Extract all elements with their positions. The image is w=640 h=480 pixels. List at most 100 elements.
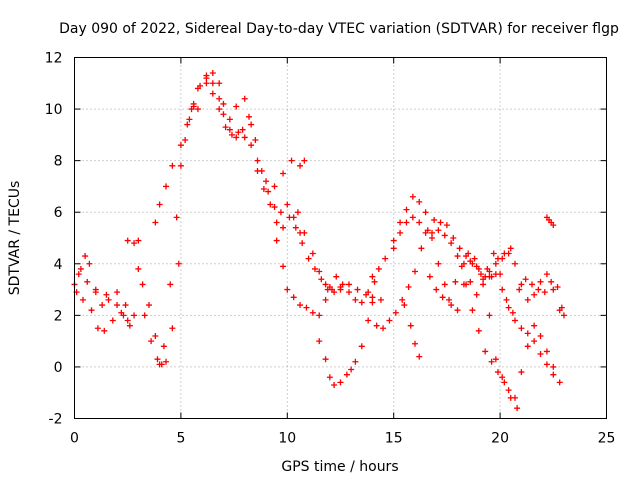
plot-frame (74, 57, 607, 419)
data-point (448, 302, 455, 309)
data-point (443, 222, 450, 229)
data-point (177, 142, 184, 149)
series-track-q (463, 281, 521, 412)
data-point (318, 276, 325, 283)
data-point (537, 351, 544, 358)
data-point (260, 186, 267, 193)
data-point (241, 134, 248, 141)
data-point (154, 356, 161, 363)
y-tick-label: 12 (45, 51, 63, 67)
data-point (152, 332, 159, 339)
data-point (448, 240, 455, 247)
data-point (84, 278, 91, 285)
data-point (209, 90, 216, 97)
data-point (458, 263, 465, 270)
data-point (354, 286, 361, 293)
data-point (454, 307, 461, 314)
data-point (233, 103, 240, 110)
data-point (365, 289, 372, 296)
data-point (267, 201, 274, 208)
data-point (399, 296, 406, 303)
data-point (118, 309, 125, 316)
data-point (273, 237, 280, 244)
data-point (299, 240, 306, 247)
data-point (163, 183, 170, 190)
data-point (156, 201, 163, 208)
data-point (437, 219, 444, 226)
data-point (454, 253, 461, 260)
series-track-a (71, 253, 133, 329)
data-point (543, 348, 550, 355)
data-point (531, 322, 538, 329)
data-point (326, 374, 333, 381)
data-point (94, 325, 101, 332)
data-point (277, 209, 284, 216)
data-point (511, 394, 518, 401)
data-point (358, 299, 365, 306)
data-point (105, 296, 112, 303)
data-point (326, 283, 333, 290)
data-point (226, 116, 233, 123)
data-point (411, 268, 418, 275)
data-point (263, 178, 270, 185)
data-point (273, 219, 280, 226)
data-point (377, 296, 384, 303)
data-point (228, 131, 235, 138)
data-point (297, 162, 304, 169)
data-point (152, 219, 159, 226)
data-point (309, 309, 316, 316)
data-point (369, 273, 376, 280)
chart-title: Day 090 of 2022, Sidereal Day-to-day VTE… (59, 21, 619, 37)
data-point (516, 286, 523, 293)
data-point (220, 100, 227, 107)
data-point (550, 371, 557, 378)
series-track-l (369, 193, 567, 319)
data-point (173, 214, 180, 221)
data-point (543, 271, 550, 278)
data-point (522, 276, 529, 283)
data-point (352, 296, 359, 303)
data-point (169, 325, 176, 332)
data-point (450, 235, 457, 241)
data-point (429, 235, 436, 241)
series-track-e (135, 260, 182, 368)
data-point (301, 157, 308, 164)
data-point (75, 271, 82, 278)
data-point (499, 286, 506, 293)
data-point (135, 237, 142, 244)
data-point (518, 369, 525, 376)
data-point (494, 369, 501, 376)
data-point (271, 183, 278, 190)
data-point (101, 327, 108, 334)
data-point (92, 289, 99, 296)
series-track-g (188, 69, 304, 236)
data-point (382, 255, 389, 262)
data-point (403, 219, 410, 226)
data-point (122, 302, 129, 309)
grid-lines (74, 57, 607, 419)
series-track-i (273, 237, 384, 319)
data-point (429, 229, 436, 236)
data-point (177, 162, 184, 169)
data-point (131, 312, 138, 319)
series-track-s (543, 214, 557, 229)
data-point (392, 309, 399, 316)
data-point (511, 260, 518, 267)
data-point (431, 216, 438, 223)
data-point (524, 296, 531, 303)
x-tick-label: 10 (278, 431, 296, 447)
data-point (222, 124, 229, 131)
data-point (492, 356, 499, 363)
data-point (333, 273, 340, 280)
data-point (311, 265, 318, 272)
data-point (190, 100, 197, 107)
data-point (88, 307, 95, 314)
data-point (216, 80, 223, 87)
data-point (465, 250, 472, 257)
data-point (265, 188, 272, 195)
data-point (188, 106, 195, 113)
data-point (316, 338, 323, 345)
series-track-k (316, 294, 376, 388)
data-point (203, 75, 210, 82)
